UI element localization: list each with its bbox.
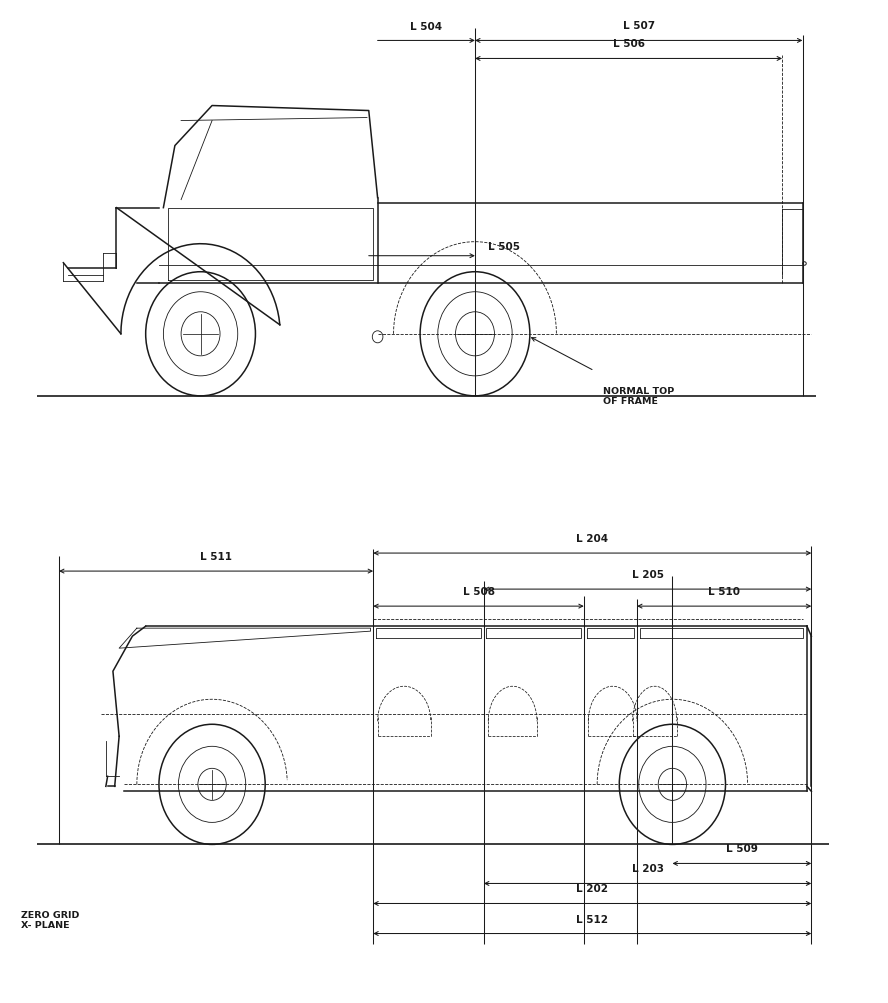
Text: L 504: L 504 bbox=[410, 22, 442, 32]
Text: L 202: L 202 bbox=[576, 884, 608, 894]
Text: L 505: L 505 bbox=[488, 242, 520, 252]
Text: L 507: L 507 bbox=[622, 21, 654, 31]
Text: L 204: L 204 bbox=[576, 534, 608, 544]
Text: L 510: L 510 bbox=[708, 587, 741, 597]
Text: L 511: L 511 bbox=[200, 552, 232, 562]
Text: L 512: L 512 bbox=[576, 914, 608, 924]
Text: L 508: L 508 bbox=[463, 587, 495, 597]
Text: NORMAL TOP
OF FRAME: NORMAL TOP OF FRAME bbox=[603, 386, 675, 406]
Text: L 506: L 506 bbox=[613, 39, 645, 49]
Text: L 205: L 205 bbox=[631, 570, 663, 580]
Text: L 203: L 203 bbox=[631, 864, 663, 874]
Text: ZERO GRID
X- PLANE: ZERO GRID X- PLANE bbox=[20, 910, 79, 930]
Text: L 509: L 509 bbox=[725, 844, 757, 854]
